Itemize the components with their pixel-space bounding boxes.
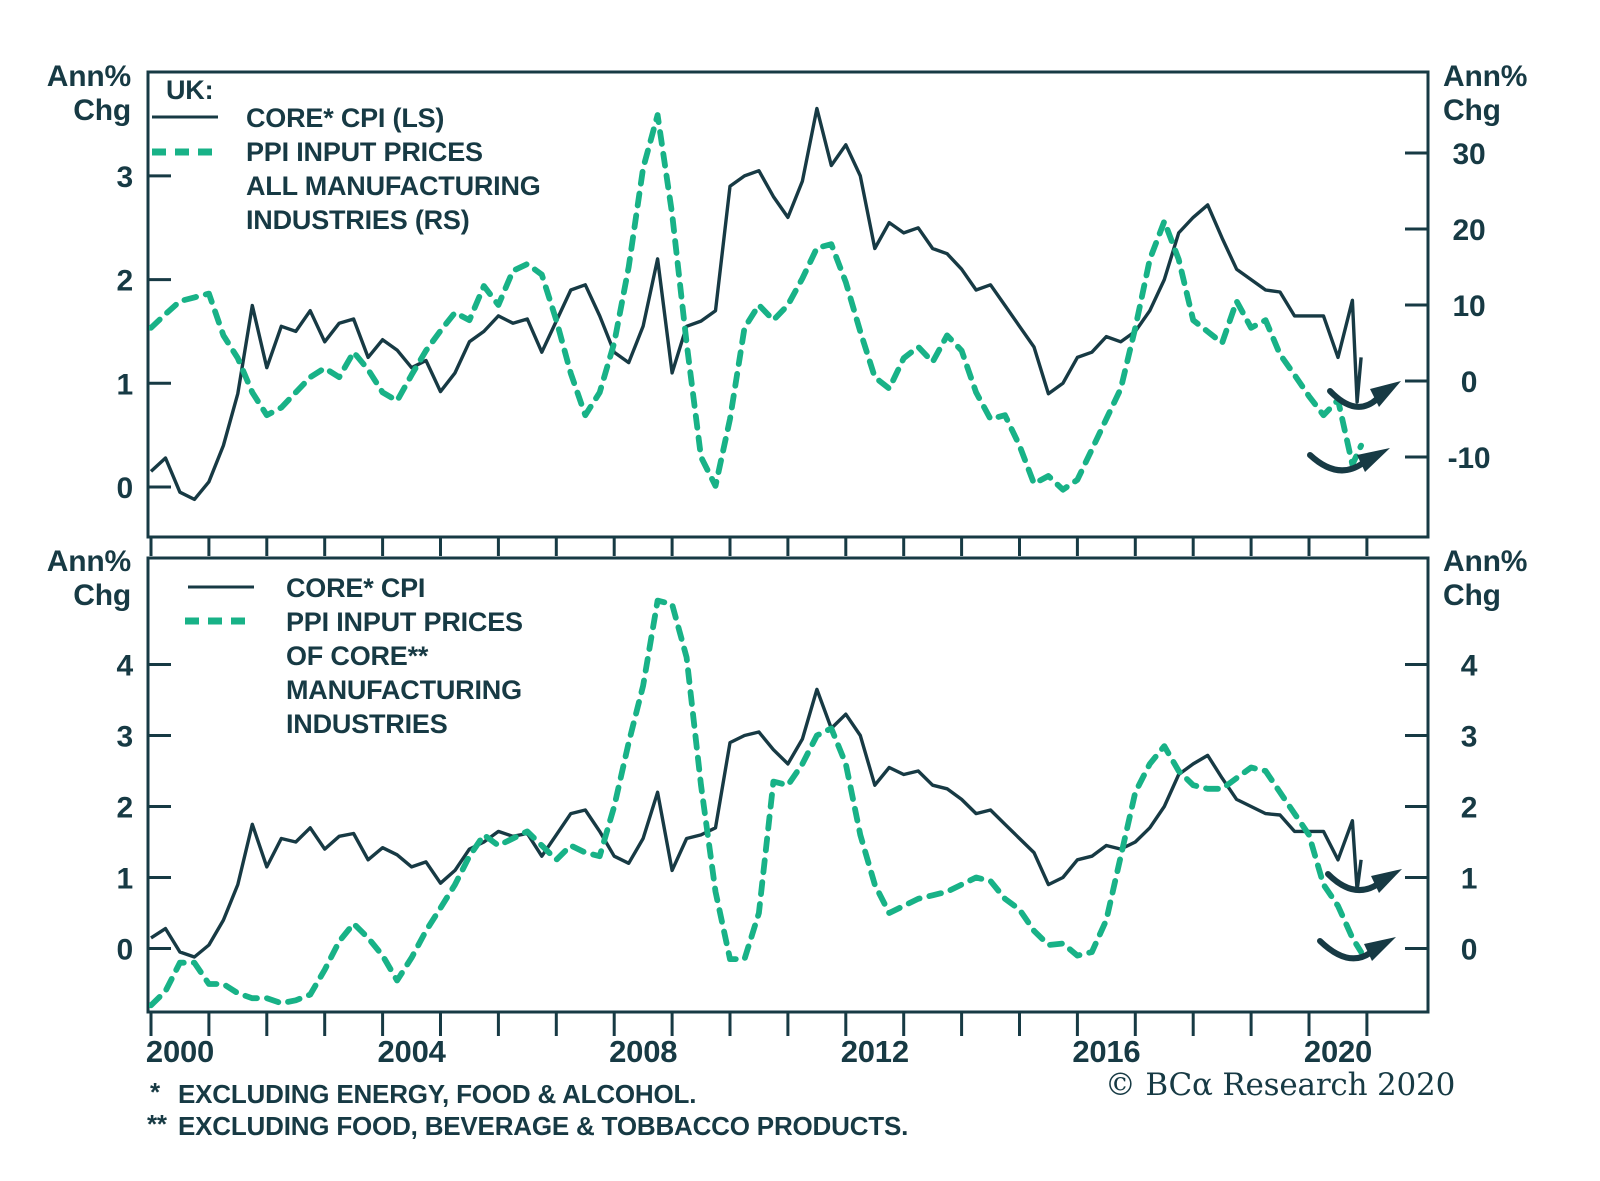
x-axis-year-label: 2004 [378, 1034, 447, 1069]
right-axis-tick-label: 30 [1453, 138, 1486, 171]
left-axis-tick-label: 1 [117, 863, 134, 896]
ppi-trend-arrowhead-icon [1357, 448, 1390, 472]
left-axis-tick-label: 3 [117, 721, 134, 754]
x-axis-year-label: 2000 [146, 1034, 214, 1069]
x-axis-year-label: 2016 [1072, 1034, 1140, 1069]
top-right-axis-title-1: Ann% [1443, 60, 1527, 93]
right-axis-tick-label: 4 [1461, 650, 1478, 683]
top-legend-heading: UK: [166, 75, 213, 105]
left-axis-tick-label: 2 [117, 792, 134, 825]
series-line-core-cpi [150, 687, 1363, 959]
right-axis-tick-label: 3 [1461, 721, 1478, 754]
bottom-legend-entry-2-line-2: OF CORE** [286, 641, 429, 671]
series-line-ppi-input-prices [149, 112, 1364, 493]
ppi-trend-arrowhead-icon [1364, 937, 1396, 961]
top-legend-entry-2-line-3: INDUSTRIES (RS) [246, 205, 470, 235]
right-axis-tick-label: 1 [1461, 863, 1478, 896]
right-axis-tick-label: 20 [1453, 214, 1486, 247]
footnote-1-marker: * [150, 1077, 161, 1107]
left-axis-tick-label: 3 [117, 161, 134, 194]
copyright-notice: © BCα Research 2020 [1105, 1067, 1455, 1103]
right-axis-tick-label: -10 [1448, 442, 1491, 475]
left-axis-tick-label: 0 [117, 472, 134, 505]
footnote-1-text: EXCLUDING ENERGY, FOOD & ALCOHOL. [178, 1079, 696, 1109]
top-left-axis-title-1: Ann% [47, 60, 131, 93]
bottom-legend-entry-2-line-4: INDUSTRIES [286, 709, 448, 739]
ppi-trend-arrow [1317, 938, 1373, 962]
top-legend-entry-2-line-1: PPI INPUT PRICES [246, 137, 483, 167]
top-panel-series [149, 106, 1364, 502]
top-legend-entry-2-line-2: ALL MANUFACTURING [246, 171, 541, 201]
series-line-core-cpi [149, 106, 1363, 502]
bottom-left-axis-title-1: Ann% [47, 545, 131, 578]
top-legend-entry-1: CORE* CPI (LS) [246, 103, 444, 133]
right-axis-tick-label: 0 [1461, 934, 1478, 967]
x-axis-year-label: 2008 [609, 1034, 677, 1069]
left-axis-tick-label: 2 [117, 265, 134, 298]
bottom-left-axis-title-2: Chg [73, 579, 131, 612]
bottom-panel-ticks: 4 3 2 1 0 4 3 2 1 0 [117, 650, 1478, 1036]
x-axis-year-label: 2012 [841, 1034, 909, 1069]
footnote-2-text: EXCLUDING FOOD, BEVERAGE & TOBBACCO PROD… [178, 1111, 908, 1141]
footnote-2-marker: ** [147, 1109, 168, 1139]
cpi-trend-arrowhead-icon [1370, 381, 1401, 407]
cpi-trend-arrowhead-icon [1371, 869, 1402, 893]
left-axis-tick-label: 0 [117, 934, 134, 967]
cpi-trend-arrow [1327, 388, 1380, 410]
bottom-legend-entry-1: CORE* CPI [286, 573, 425, 603]
bottom-right-axis-title-2: Chg [1443, 579, 1501, 612]
bottom-legend-entry-2-line-3: MANUFACTURING [286, 675, 522, 705]
top-right-axis-title-2: Chg [1443, 94, 1501, 127]
bottom-panel-series [149, 597, 1364, 1009]
bottom-right-axis-title-1: Ann% [1443, 545, 1527, 578]
left-axis-tick-label: 4 [117, 650, 134, 683]
top-left-axis-title-2: Chg [73, 94, 131, 127]
x-axis-year-label: 2020 [1304, 1034, 1372, 1069]
series-line-ppi-input-prices [149, 597, 1364, 1009]
top-panel-trend-arrows [1307, 381, 1401, 474]
ppi-trend-arrow [1307, 452, 1366, 474]
cpi-trend-arrow [1325, 871, 1381, 894]
left-axis-tick-label: 1 [117, 368, 134, 401]
bottom-legend-entry-2-line-1: PPI INPUT PRICES [286, 607, 523, 637]
right-axis-tick-label: 2 [1461, 792, 1478, 825]
x-axis-year-labels: 2000 2004 2008 2012 2016 2020 [146, 1034, 1372, 1069]
right-axis-tick-label: 10 [1453, 290, 1486, 323]
bottom-panel-trend-arrows [1317, 869, 1402, 962]
right-axis-tick-label: 0 [1461, 366, 1478, 399]
